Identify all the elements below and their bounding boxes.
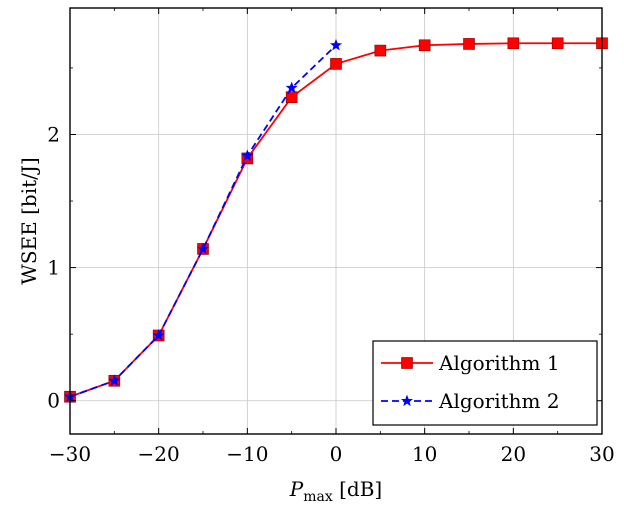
legend-label: Algorithm 2 xyxy=(438,389,560,413)
x-tick-label: −30 xyxy=(49,442,91,466)
y-tick-label: 0 xyxy=(47,389,60,413)
x-axis-label-unit: [dB] xyxy=(333,477,382,501)
data-point-square xyxy=(401,357,413,369)
x-tick-label: −10 xyxy=(226,442,268,466)
data-point-star xyxy=(196,242,210,255)
y-axis-label: WSEE [bit/J] xyxy=(17,157,41,284)
legend-entry-2: Algorithm 2 xyxy=(381,389,560,413)
legend-entries: Algorithm 1 Algorithm 2 xyxy=(381,351,560,413)
data-point-square xyxy=(507,37,520,50)
data-point-square xyxy=(463,38,475,50)
series-2 xyxy=(63,38,343,402)
data-point-square xyxy=(330,58,342,70)
tick-labels: −30 −20 −10 0 10 20 30 0 1 2 xyxy=(47,122,614,466)
x-tick-label: 0 xyxy=(330,442,343,466)
data-point-square xyxy=(418,39,431,52)
data-point-star xyxy=(329,38,343,51)
data-point-square xyxy=(285,91,298,103)
x-axis-label: Pmax [dB] xyxy=(289,477,382,505)
ticks xyxy=(69,8,603,434)
x-tick-label: 20 xyxy=(501,442,526,466)
x-tick-label: −20 xyxy=(138,442,180,466)
y-tick-label: 1 xyxy=(47,256,60,280)
legend-label: Algorithm 1 xyxy=(438,351,560,375)
x-tick-label: 30 xyxy=(589,442,614,466)
data-point-square xyxy=(374,44,387,57)
data-point-star xyxy=(241,149,254,161)
x-tick-label: 10 xyxy=(412,442,437,466)
y-tick-label: 2 xyxy=(47,122,60,146)
legend-entry-1: Algorithm 1 xyxy=(381,351,560,375)
data-point-star xyxy=(108,374,121,386)
data-point-star xyxy=(400,394,414,407)
data-point-square xyxy=(551,37,564,50)
data-point-star xyxy=(285,81,298,94)
legend-box xyxy=(372,340,598,426)
data-point-star xyxy=(152,329,165,341)
legend: Algorithm 1 Algorithm 2 xyxy=(372,340,598,426)
x-axis-label-sub: max xyxy=(303,489,333,505)
x-axis-label-main: P xyxy=(289,477,304,501)
